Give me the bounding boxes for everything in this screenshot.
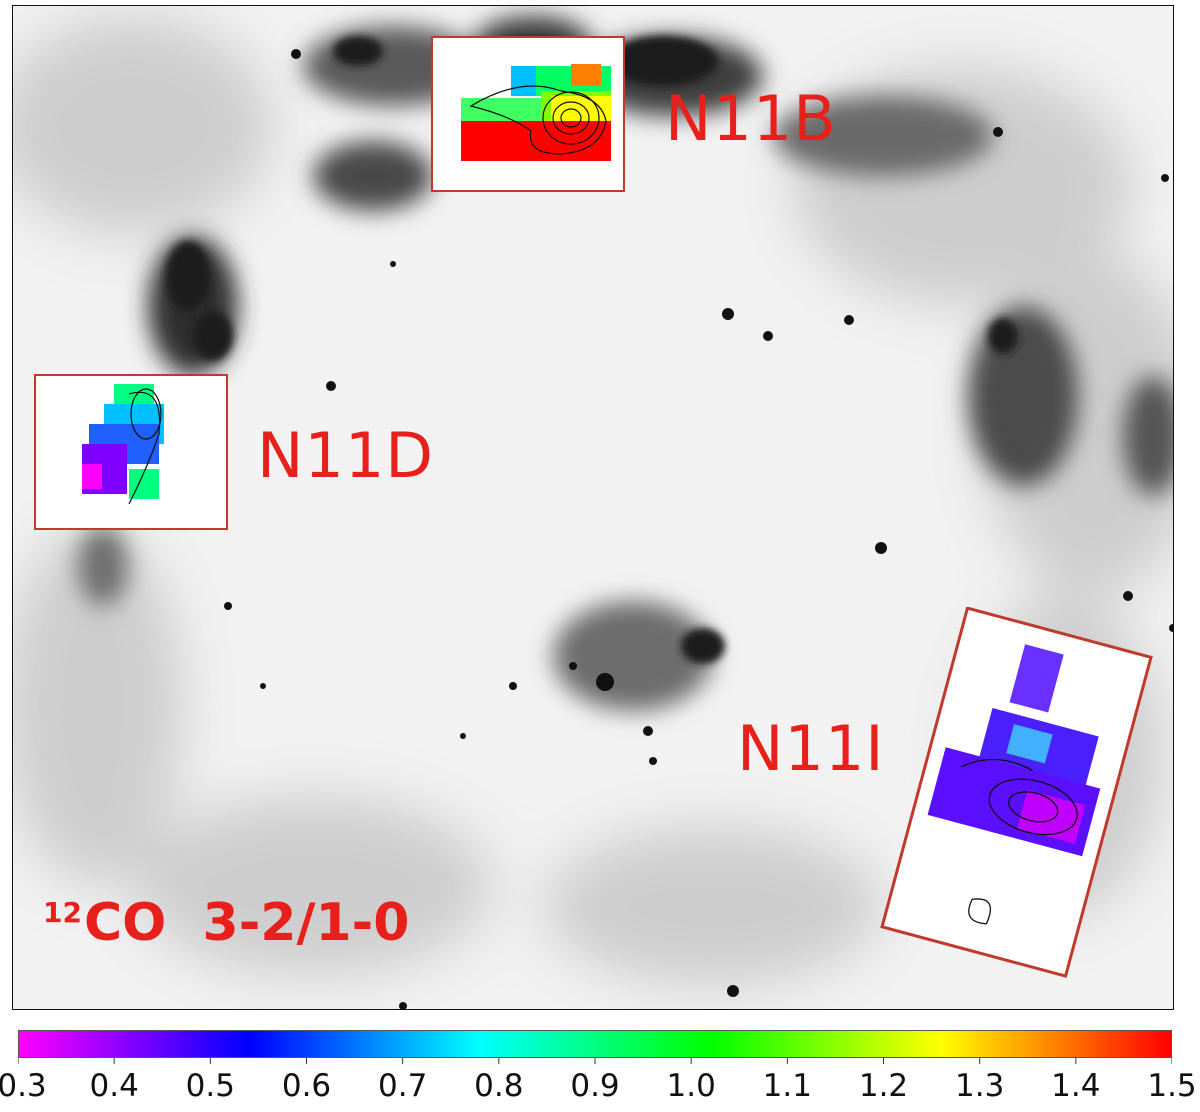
colorbar-tick-label: 1.3	[955, 1068, 1005, 1104]
inset-n11b	[431, 36, 625, 192]
colorbar-labels: 0.3 0.4 0.5 0.6 0.7 0.8 0.9 1.0 1.1 1.2 1.3 1.4 1.5	[0, 1068, 1200, 1108]
colorbar-tick-label: 1.5	[1147, 1068, 1197, 1104]
colorbar-tick-label: 0.6	[281, 1068, 332, 1104]
colorbar	[18, 1030, 1172, 1058]
colorbar-tick-label: 0.8	[474, 1068, 524, 1104]
co-ratio-label: 12CO 3-2/1-0	[43, 897, 409, 949]
inset-n11d	[34, 374, 228, 530]
colorbar-tick-label: 0.4	[89, 1068, 139, 1104]
colorbar-tick-label: 1.0	[666, 1068, 716, 1104]
label-n11d: N11D	[257, 419, 435, 492]
colorbar-ticks	[18, 1058, 1172, 1064]
colorbar-tick-label: 0.5	[185, 1068, 235, 1104]
inset-n11i	[880, 607, 1153, 978]
label-n11b: N11B	[665, 82, 837, 155]
colorbar-tick-label: 1.4	[1051, 1068, 1101, 1104]
colorbar-tick-label: 0.7	[378, 1068, 428, 1104]
colorbar-tick-label: 0.9	[570, 1068, 620, 1104]
isotope-superscript: 12	[43, 896, 82, 929]
colorbar-tick-label: 1.2	[858, 1068, 909, 1104]
ratio-text: CO 3-2/1-0	[83, 893, 410, 953]
colorbar-tick-label: 0.3	[0, 1068, 47, 1104]
colorbar-tick-label: 1.1	[762, 1068, 812, 1104]
label-n11i: N11I	[737, 712, 885, 785]
